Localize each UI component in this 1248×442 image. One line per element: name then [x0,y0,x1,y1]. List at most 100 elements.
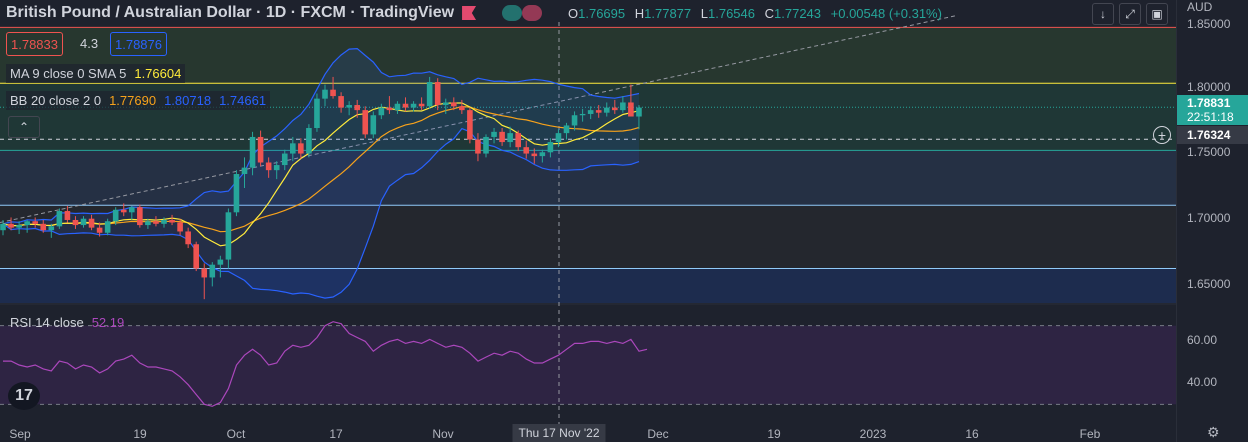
rsi-value: 52.19 [91,315,125,330]
bb-legend[interactable]: BB 20 close 2 0 1.77690 1.80718 1.74661 [6,91,271,110]
candle-body [636,107,642,117]
low-label: L [700,6,708,21]
x-tick-label: Sep [9,427,31,441]
candle-body [64,211,71,220]
currency-label[interactable]: AUD [1187,0,1213,14]
ma-legend[interactable]: MA 9 close 0 SMA 5 1.76604 [6,64,186,83]
candle-body [161,219,167,224]
current-price-label: 1.78831 22:51:18 [1177,95,1248,125]
x-tick-label: Dec [647,427,669,441]
candle-body [290,143,296,154]
candle-body [587,110,594,114]
current-price-value: 1.78831 [1187,96,1231,110]
x-tick-label: 16 [965,427,979,441]
candle-body [24,221,30,226]
candle-body [40,223,47,231]
add-alert-icon[interactable]: + [1153,126,1171,144]
rsi-label: RSI 14 close [10,315,84,330]
candle-body [80,218,87,226]
x-tick-label: Feb [1079,427,1101,441]
low-value: 1.76546 [708,6,755,21]
candle-body [475,139,481,154]
candle-body [177,222,183,232]
candle-body [273,165,280,171]
rsi-tick-label: 40.00 [1187,375,1218,389]
y-tick-label: 1.80000 [1187,80,1231,94]
candle-body [330,89,336,97]
y-tick-label: 1.85000 [1187,17,1231,31]
candle-body [193,244,199,269]
collapse-legend-button[interactable]: ⌃ [8,116,40,138]
candle-body [579,113,586,116]
chart-header: British Pound / Australian Dollar · 1D ·… [6,2,543,24]
chevron-down-icon[interactable]: ↓ [1092,3,1114,25]
candle-body [137,207,143,226]
ohlc-readout: O1.76695 H1.77877 L1.76546 C1.77243 +0.0… [568,6,948,21]
market-status-toggle[interactable] [502,5,543,21]
ma-value: 1.76604 [134,66,182,81]
chart-title: British Pound / Australian Dollar · 1D ·… [6,4,455,21]
candle-body [8,223,14,228]
candle-body [306,128,312,154]
candle-body [442,102,449,106]
candle-body [217,259,224,265]
candle-body [612,107,618,111]
x-tick-label: 19 [767,427,781,441]
candle-body [129,207,135,213]
candle-body [378,107,385,116]
candle-body [257,136,264,163]
y-tick-label: 1.65000 [1187,277,1231,291]
camera-icon[interactable]: ▣ [1146,3,1168,25]
candle-body [507,133,513,143]
candle-body [88,218,95,228]
rsi-line [3,321,648,407]
candle-body [298,143,304,154]
change-value: +0.00548 (+0.31%) [830,6,942,21]
candle-body [233,173,240,213]
candle-body [491,131,497,137]
y-tick-label: 1.70000 [1187,211,1231,225]
crosshair-price-label: 1.76324 [1177,126,1248,144]
candle-body [185,231,191,245]
price-axis[interactable]: AUD 1.85000 1.80000 1.75000 1.70000 1.65… [1176,0,1248,442]
tradingview-logo[interactable]: 17 [8,382,40,410]
zone-band [0,150,1176,206]
settings-gear-icon[interactable]: ⚙ [1207,424,1220,440]
y-tick-label: 1.75000 [1187,145,1231,159]
bb-basis-value: 1.77690 [109,93,157,108]
candle-body [410,103,417,108]
candle-body [362,110,369,135]
candle-body [169,219,175,223]
candle-body [153,221,159,224]
candle-body [483,136,489,154]
candle-body [386,107,393,111]
x-tick-label: Nov [432,427,454,441]
fullscreen-icon[interactable]: ⤢ [1119,3,1141,25]
candle-body [467,110,473,140]
candle-body [451,102,457,107]
candle-body [539,152,546,157]
open-value: 1.76695 [578,6,626,21]
bb-upper-value: 1.80718 [164,93,212,108]
candle-body [620,102,626,111]
candle-body [281,153,288,166]
zone-band [0,27,1176,84]
high-label: H [634,6,645,21]
candle-body [48,226,55,231]
market-closed-dot [522,5,543,21]
candle-body [0,223,6,231]
price-chart[interactable] [0,0,1176,442]
close-label: C [764,6,775,21]
sell-button[interactable]: 1.78833 [6,32,63,56]
flag-icon[interactable] [462,6,477,20]
buy-button[interactable]: 1.78876 [110,32,167,56]
x-tick-label: 19 [133,427,147,441]
x-tick-label: Oct [226,427,246,441]
candle-body [322,89,328,99]
candle-body [56,211,63,227]
candle-body [434,82,441,106]
x-tick-label: 17 [329,427,343,441]
candle-body [499,131,505,143]
candle-body [249,136,256,168]
rsi-legend[interactable]: RSI 14 close 52.19 [6,313,128,332]
